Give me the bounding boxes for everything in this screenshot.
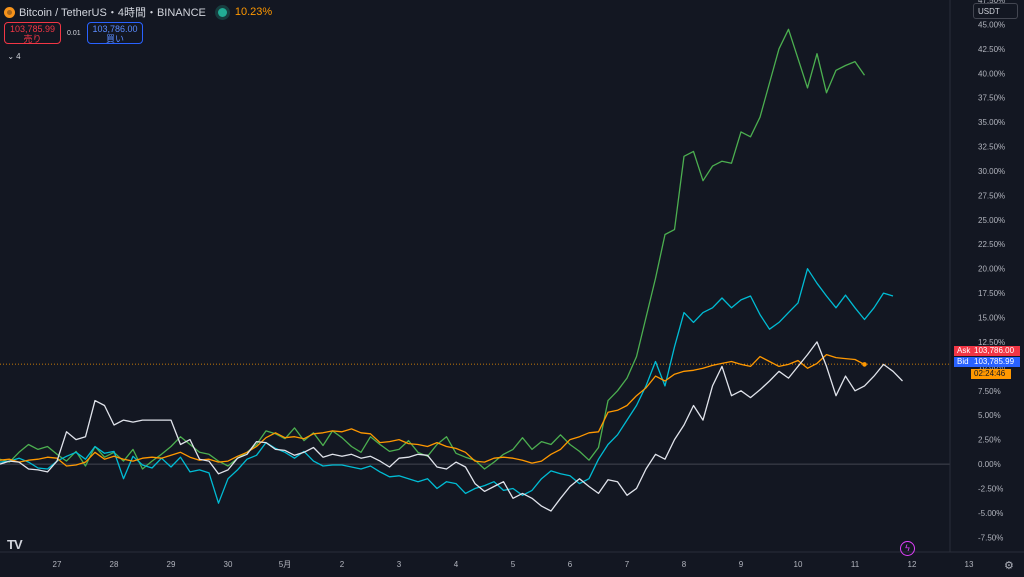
bar-countdown: 02:24:46: [971, 369, 1011, 379]
y-tick-label: 45.00%: [978, 20, 1005, 29]
x-tick-label: 11: [851, 560, 860, 569]
y-tick-label: 30.00%: [978, 167, 1005, 176]
y-tick-label: 0.00%: [978, 460, 1001, 469]
series-line-2: [0, 268, 894, 504]
x-tick-label: 9: [739, 560, 744, 569]
y-tick-label: 22.50%: [978, 240, 1005, 249]
sell-label: 売り: [23, 34, 42, 44]
sell-button[interactable]: 103,785.99 売り: [4, 22, 61, 44]
sell-price: 103,785.99: [9, 24, 56, 34]
chevron-down-icon: ⌄: [7, 52, 15, 61]
x-tick-label: 12: [908, 560, 917, 569]
y-axis[interactable]: 47.50% 45.00% 42.50% 40.00% 37.50% 35.00% 32.5…: [949, 0, 1005, 552]
series-line-4: [0, 341, 903, 512]
y-tick-label: -2.50%: [978, 484, 1003, 493]
y-tick-label: 20.00%: [978, 265, 1005, 274]
last-price-marker: [862, 362, 867, 367]
indicators-toggle-button[interactable]: ⌄ 4: [4, 50, 24, 63]
x-tick-label: 10: [794, 560, 803, 569]
x-tick-label: 28: [110, 560, 119, 569]
lightning-icon[interactable]: ϟ: [900, 541, 915, 556]
y-tick-label: 42.50%: [978, 45, 1005, 54]
x-tick-label: 4: [454, 560, 459, 569]
market-status-icon: [217, 7, 227, 17]
y-tick-label: -5.00%: [978, 509, 1003, 518]
bid-label: Bid: [954, 357, 971, 367]
x-tick-label: 5月: [279, 560, 291, 569]
bid-price-tag: 103,785.99: [971, 357, 1020, 367]
y-tick-label: 35.00%: [978, 118, 1005, 127]
series-line-3: [0, 353, 865, 467]
y-tick-label: 32.50%: [978, 143, 1005, 152]
x-tick-label: 13: [965, 560, 974, 569]
y-tick-label: 5.00%: [978, 411, 1001, 420]
ask-label: Ask: [954, 346, 971, 356]
buy-price: 103,786.00: [92, 24, 138, 34]
currency-selector[interactable]: USDT: [973, 3, 1018, 19]
indicators-count: 4: [16, 52, 21, 61]
series-line-1: [0, 28, 866, 470]
x-tick-label: 6: [568, 560, 573, 569]
y-tick-label: 27.50%: [978, 191, 1005, 200]
y-tick-label: 47.50%: [978, 0, 1005, 5]
bitcoin-icon: [4, 6, 15, 18]
y-tick-label: 40.00%: [978, 69, 1005, 78]
spread-value: 0.01: [67, 30, 81, 37]
buy-button[interactable]: 103,786.00 買い: [87, 22, 143, 44]
y-tick-label: 25.00%: [978, 216, 1005, 225]
x-tick-label: 2: [340, 560, 345, 569]
y-tick-label: 7.50%: [978, 387, 1001, 396]
x-axis[interactable]: 27 28 29 30 5月 2 3 4 5 6 7 8 9 10 11 12 13: [0, 551, 1024, 569]
buy-label: 買い: [105, 34, 124, 44]
y-tick-label: -7.50%: [978, 533, 1003, 542]
y-tick-label: 12.50%: [978, 338, 1005, 347]
y-tick-label: 17.50%: [978, 289, 1005, 298]
gear-icon[interactable]: ⚙: [1004, 560, 1014, 572]
change-percent: 10.23%: [234, 6, 273, 18]
x-tick-label: 8: [682, 560, 687, 569]
y-tick-label: 37.50%: [978, 94, 1005, 103]
plot-area: [0, 28, 950, 512]
symbol-title[interactable]: Bitcoin / TetherUS・4時間・BINANCE: [19, 7, 206, 19]
ask-price-tag: 103,786.00: [971, 346, 1020, 356]
x-tick-label: 29: [167, 560, 176, 569]
symbol-header: Bitcoin / TetherUS・4時間・BINANCE 10.23%: [4, 5, 272, 19]
x-tick-label: 7: [625, 560, 630, 569]
x-tick-label: 27: [53, 560, 62, 569]
tradingview-logo-icon[interactable]: TV: [7, 537, 23, 552]
x-tick-label: 30: [224, 560, 233, 569]
y-tick-label: 15.00%: [978, 314, 1005, 323]
x-tick-label: 5: [511, 560, 516, 569]
x-tick-label: 3: [397, 560, 402, 569]
y-tick-label: 2.50%: [978, 436, 1001, 445]
